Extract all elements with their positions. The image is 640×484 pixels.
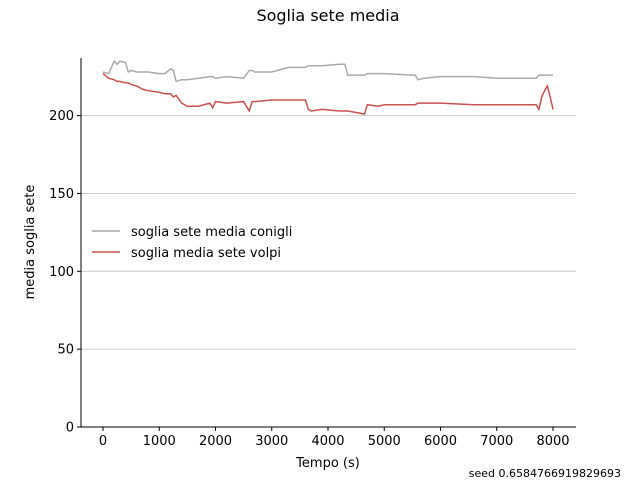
x-tick-label: 0 [99,434,107,449]
annotation: seed 0.6584766919829693 [469,467,621,480]
y-axis-label: media soglia sete [23,185,38,300]
x-tick-label: 3000 [255,434,288,449]
data-line [102,72,554,115]
y-tick-label: 200 [49,109,74,124]
y-tick-label: 50 [57,343,74,358]
legend-label: soglia sete media conigli [131,225,292,240]
y-tick-label: 100 [49,265,74,280]
x-tick-label: 1000 [143,434,176,449]
x-tick-label: 2000 [199,434,232,449]
legend-label: soglia media sete volpi [131,246,281,261]
x-tick-label: 8000 [536,434,569,449]
x-tick-label: 7000 [480,434,513,449]
x-axis-label: Tempo (s) [295,456,360,471]
y-tick-label: 150 [49,187,74,202]
x-tick-label: 6000 [424,434,457,449]
x-tick-label: 4000 [311,434,344,449]
y-tick-label: 0 [66,421,74,436]
chart-title: Soglia sete media [256,6,399,25]
data-line [102,59,553,83]
x-tick-label: 5000 [368,434,401,449]
